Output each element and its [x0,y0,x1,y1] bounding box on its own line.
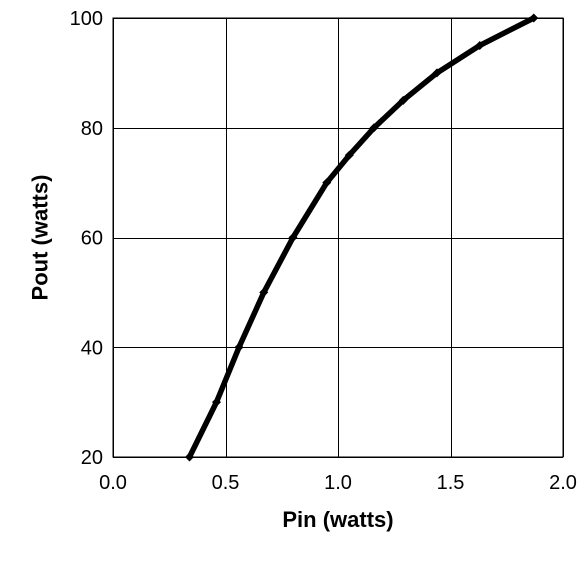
data-point-marker [288,233,298,242]
series-layer [185,13,539,462]
data-point-marker [259,287,269,297]
y-tick-label: 40 [81,337,103,359]
data-point-marker [369,123,379,133]
y-tick-label: 20 [81,447,103,469]
data-point-marker [212,397,221,407]
y-tick-label: 60 [81,228,103,250]
x-tick-label: 0.0 [99,472,127,494]
x-tick-label: 0.5 [212,472,240,494]
grid-lines [113,18,564,458]
data-point-marker [344,150,354,160]
data-point-marker [398,95,408,105]
y-axis-title: Pout (watts) [28,175,53,301]
x-tick-labels: 0.0 0.5 1.0 1.5 2.0 [99,472,577,494]
y-tick-labels: 20 40 60 80 100 [70,8,103,469]
y-tick-label: 100 [70,8,103,30]
y-tick-label: 80 [81,118,103,140]
plot-area-frame [112,17,564,458]
x-tick-label: 1.5 [437,472,465,494]
x-tick-label: 1.0 [324,472,352,494]
data-point-marker [185,452,194,462]
series-line [186,15,537,460]
x-axis-title: Pin (watts) [282,507,393,532]
data-point-marker [234,342,244,352]
data-point-marker [322,178,332,188]
x-tick-label: 2.0 [549,472,577,494]
data-point-marker [432,68,442,78]
data-point-marker [475,40,485,50]
data-point-marker [529,13,539,23]
